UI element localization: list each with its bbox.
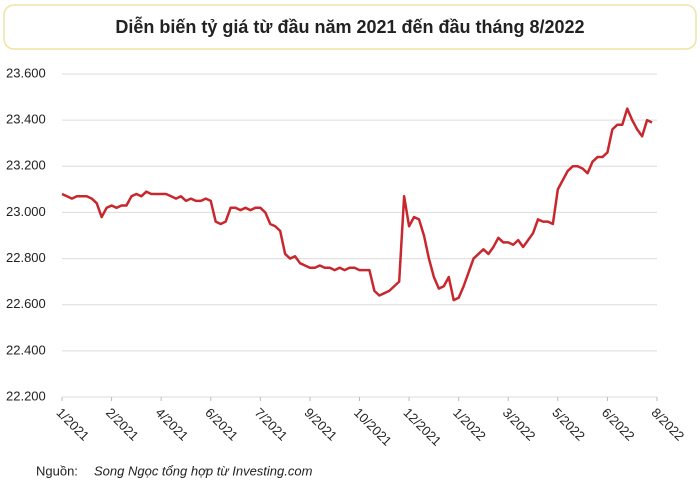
x-tick-label: 7/2021 [252,405,291,444]
x-tick-label: 1/2022 [450,405,489,444]
y-tick-label: 23.200 [6,158,46,173]
y-tick-label: 22.600 [6,296,46,311]
x-tick-label: 10/2021 [351,405,395,449]
y-tick-label: 23.000 [6,204,46,219]
y-tick-label: 22.200 [6,388,46,403]
chart-title: Diễn biến tỷ giá từ đầu năm 2021 đến đầu… [115,16,584,37]
x-tick-label: 5/2022 [549,405,588,444]
x-tick-label: 6/2022 [599,405,638,444]
y-tick-label: 22.400 [6,342,46,357]
x-tick-label: 12/2021 [401,405,445,449]
source-label: Nguồn: [36,463,78,478]
y-tick-label: 23.400 [6,112,46,127]
x-tick-label: 2/2021 [103,405,142,444]
x-tick-label: 9/2021 [301,405,340,444]
series-line [61,107,653,302]
y-tick-label: 22.800 [6,250,46,265]
y-tick-label: 23.600 [6,65,46,80]
x-tick-label: 3/2022 [500,405,539,444]
x-tick-label: 8/2022 [648,405,687,444]
x-tick-label: 6/2021 [202,405,241,444]
x-tick-label: 1/2021 [53,405,92,444]
x-tick-label: 4/2021 [153,405,192,444]
title-box [3,4,697,50]
source: Song Ngọc tổng hợp từ Investing.com [94,463,313,478]
